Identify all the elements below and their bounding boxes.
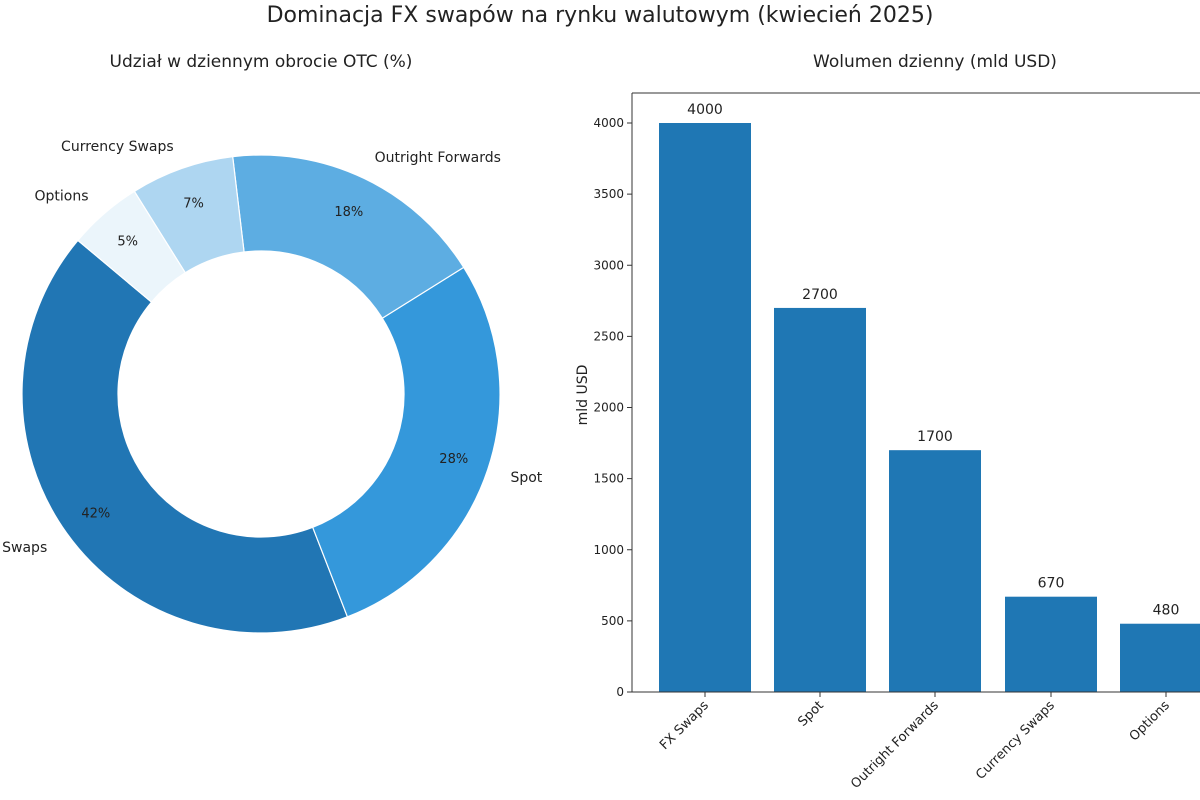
pie-slice	[21, 239, 349, 634]
x-tick-label: FX Swaps	[657, 698, 712, 753]
x-tick-label: Options	[1127, 698, 1173, 744]
bar-title: Wolumen dzienny (mld USD)	[813, 52, 1057, 72]
y-tick-label: 0	[616, 685, 624, 699]
y-tick-label: 500	[601, 614, 624, 628]
y-axis-label: mld USD	[575, 365, 591, 426]
pie-label: Spot	[510, 470, 542, 486]
bar-value-label: 670	[1038, 576, 1065, 592]
y-tick-label: 2500	[593, 329, 624, 343]
y-tick-label: 2000	[593, 401, 624, 415]
pie-value-label: 18%	[334, 205, 363, 220]
pie-label: Options	[34, 189, 88, 205]
pie-value-label: 28%	[439, 452, 468, 467]
x-tick-label: Spot	[795, 698, 827, 730]
y-tick-label: 4000	[593, 116, 624, 130]
bar	[1005, 596, 1097, 692]
pie-value-label: 42%	[81, 506, 110, 521]
pie-label: FX Swaps	[0, 540, 47, 556]
pie-title: Udział w dziennym obrocie OTC (%)	[110, 52, 413, 72]
bar	[889, 450, 981, 692]
x-tick-label: Currency Swaps	[973, 698, 1058, 783]
chart-title: Dominacja FX swapów na rynku walutowym (…	[266, 3, 934, 28]
bar-value-label: 2700	[802, 287, 838, 303]
bar	[1120, 623, 1200, 692]
bar-value-label: 1700	[917, 429, 953, 445]
pie-slice	[77, 190, 187, 303]
pie-label: Outright Forwards	[375, 150, 501, 166]
pie-value-label: 5%	[117, 235, 138, 250]
y-tick-label: 1500	[593, 472, 624, 486]
pie-value-label: 7%	[183, 196, 204, 211]
y-tick-label: 3000	[593, 258, 624, 272]
bar	[659, 123, 751, 692]
bar-value-label: 4000	[687, 102, 723, 118]
bar	[774, 307, 866, 692]
x-tick-label: Outright Forwards	[848, 698, 942, 792]
bar-value-label: 480	[1153, 603, 1180, 619]
pie-label: Currency Swaps	[61, 139, 174, 155]
pie-slice	[311, 266, 501, 618]
y-tick-label: 1000	[593, 543, 624, 557]
y-tick-label: 3500	[593, 187, 624, 201]
